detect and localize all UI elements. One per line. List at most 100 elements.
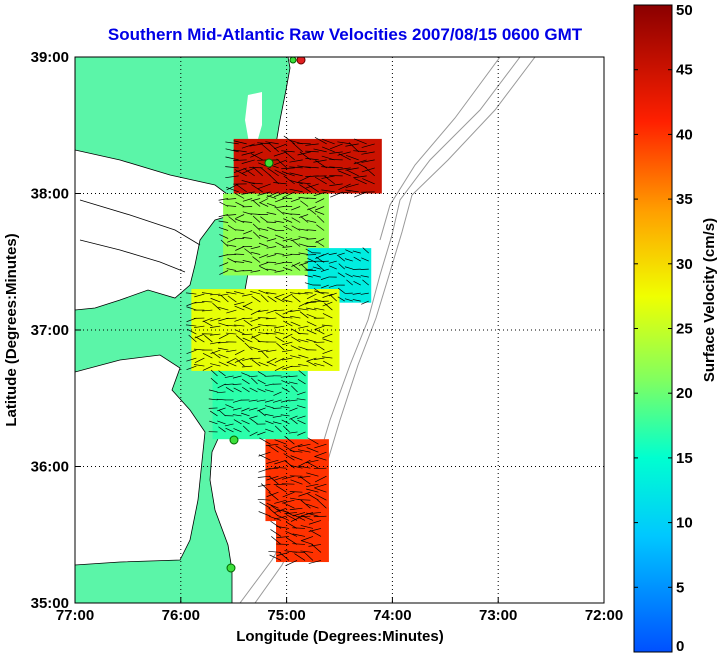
colorbar-tick-label: 5 — [676, 579, 684, 596]
velocity-arrow — [235, 201, 245, 207]
velocity-arrow — [186, 349, 197, 355]
velocity-arrow — [273, 143, 287, 150]
velocity-arrow — [242, 337, 253, 343]
velocity-arrow — [361, 159, 375, 163]
velocity-arrow — [241, 333, 253, 336]
velocity-arrow — [274, 499, 287, 504]
velocity-arrow — [281, 316, 293, 319]
velocity-arrow — [274, 425, 282, 433]
velocity-arrow — [307, 258, 317, 263]
velocity-arrow — [316, 215, 325, 223]
velocity-arrow — [193, 364, 205, 367]
velocity-arrow — [297, 419, 306, 425]
velocity-arrow — [209, 410, 218, 417]
velocity-arrow — [282, 425, 290, 433]
velocity-arrow — [345, 167, 359, 171]
velocity-arrow — [250, 346, 261, 351]
velocity-arrow — [299, 184, 311, 193]
velocity-arrow — [202, 365, 213, 371]
velocity-arrow — [248, 415, 258, 419]
velocity-arrow — [274, 475, 287, 481]
velocity-arrow — [362, 279, 369, 286]
velocity-arrow — [264, 383, 274, 387]
velocity-arrow — [304, 291, 313, 294]
velocity-arrow — [232, 414, 242, 417]
velocity-arrow — [306, 329, 317, 335]
velocity-arrow — [210, 317, 221, 322]
velocity-arrow — [266, 246, 277, 249]
velocity-arrow — [306, 360, 317, 367]
velocity-arrow — [297, 475, 311, 479]
x-axis: 77:00 76:00 75:00 74:00 73:00 72:00 — [56, 597, 623, 624]
station-marker — [264, 158, 274, 168]
colorbar-tick-label: 50 — [676, 2, 693, 19]
velocity-arrow — [346, 279, 353, 286]
velocity-arrow — [252, 223, 261, 231]
velocity-arrow — [252, 256, 261, 263]
velocity-arrow — [283, 453, 295, 461]
velocity-arrow — [328, 284, 337, 288]
velocity-arrow — [305, 150, 319, 153]
velocity-arrow — [250, 309, 261, 315]
velocity-arrow — [249, 143, 263, 147]
velocity-arrow — [292, 533, 306, 537]
velocity-arrow — [289, 188, 303, 193]
velocity-arrow — [226, 198, 237, 200]
velocity-arrow — [274, 270, 285, 273]
velocity-arrow — [316, 224, 325, 231]
velocity-arrow — [308, 544, 322, 547]
velocity-arrow — [186, 306, 197, 311]
velocity-arrow — [322, 338, 333, 343]
velocity-arrow — [270, 504, 282, 513]
velocity-arrow — [322, 349, 333, 355]
velocity-arrow — [305, 248, 313, 254]
velocity-arrow — [290, 515, 303, 522]
velocity-arrow — [266, 502, 279, 509]
velocity-arrow — [274, 220, 285, 223]
velocity-arrow — [301, 515, 314, 521]
velocity-arrow — [303, 551, 314, 561]
velocity-arrow — [360, 275, 369, 278]
velocity-arrow — [208, 398, 218, 401]
velocity-arrow — [268, 142, 279, 153]
velocity-arrow — [290, 465, 303, 469]
velocity-arrow — [313, 159, 327, 163]
velocity-arrow — [224, 383, 234, 385]
velocity-arrow — [345, 249, 353, 254]
velocity-arrow — [364, 166, 375, 177]
velocity-arrow — [256, 399, 266, 402]
velocity-arrow — [250, 290, 261, 295]
velocity-arrow — [297, 431, 306, 436]
velocity-arrow — [282, 293, 293, 300]
velocity-arrow — [266, 491, 279, 498]
velocity-arrow — [268, 515, 282, 521]
velocity-arrow — [306, 229, 317, 231]
velocity-arrow — [186, 365, 197, 371]
velocity-arrow — [257, 483, 271, 487]
velocity-arrow — [257, 309, 269, 313]
velocity-arrow — [241, 378, 250, 385]
velocity-arrow — [290, 455, 303, 461]
velocity-arrow — [281, 171, 295, 177]
velocity-arrow — [328, 260, 337, 264]
velocity-arrow — [272, 421, 282, 425]
velocity-arrow — [338, 287, 345, 294]
velocity-arrow — [258, 242, 269, 247]
velocity-arrow — [211, 351, 221, 359]
velocity-arrow — [265, 141, 279, 145]
colorbar-tick-label: 30 — [676, 256, 693, 273]
velocity-arrow — [217, 420, 226, 425]
velocity-arrow — [250, 251, 261, 255]
velocity-arrow — [291, 262, 301, 267]
velocity-arrow — [362, 247, 369, 254]
velocity-arrow — [306, 206, 317, 211]
velocity-arrow — [225, 148, 239, 153]
velocity-arrow — [298, 354, 309, 359]
velocity-arrow — [267, 167, 279, 177]
velocity-arrow — [251, 295, 261, 303]
velocity-arrow — [249, 431, 258, 437]
velocity-arrow — [322, 301, 333, 307]
velocity-arrow — [322, 360, 333, 367]
velocity-arrow — [276, 342, 285, 351]
velocity-arrow — [315, 198, 325, 204]
